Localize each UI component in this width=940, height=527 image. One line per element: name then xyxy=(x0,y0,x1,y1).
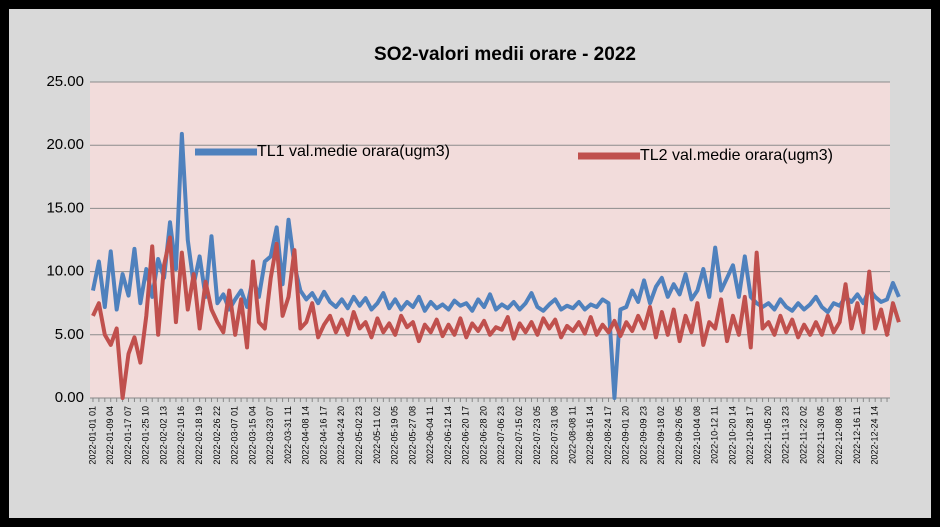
x-tick-label: 2022-04-24 20 xyxy=(336,406,346,465)
x-tick-label: 2022-09-09 23 xyxy=(638,406,648,465)
x-tick-label: 2022-03-23 07 xyxy=(265,406,275,465)
y-tick-label: 5.00 xyxy=(55,326,84,343)
x-tick-label: 2022-10-20 14 xyxy=(727,406,737,465)
x-tick-label: 2022-05-19 05 xyxy=(390,406,400,465)
x-tick-label: 2022-04-08 14 xyxy=(301,406,311,465)
x-tick-label: 2022-09-01 20 xyxy=(621,406,631,465)
x-tick-label: 2022-02-26 22 xyxy=(212,406,222,465)
chart-title: SO2-valori medii orare - 2022 xyxy=(374,44,636,65)
x-tick-label: 2022-02-18 19 xyxy=(194,406,204,465)
x-tick-label: 2022-06-12 14 xyxy=(443,406,453,465)
y-tick-label: 15.00 xyxy=(46,199,84,216)
x-tick-label: 2022-11-13 23 xyxy=(781,406,791,464)
legend-label: TL1 val.medie orara(ugm3) xyxy=(257,143,450,160)
x-tick-label: 2022-12-08 08 xyxy=(834,406,844,465)
x-tick-label: 2022-05-02 23 xyxy=(354,406,364,465)
x-tick-label: 2022-03-31 11 xyxy=(283,406,293,464)
x-tick-label: 2022-01-25 10 xyxy=(141,406,151,465)
series-line xyxy=(91,235,901,400)
x-tick-label: 2022-09-18 02 xyxy=(656,406,666,465)
x-tick-label: 2022-01-09 04 xyxy=(105,406,115,465)
x-tick-label: 2022-07-31 08 xyxy=(550,406,560,465)
y-tick-label: 10.00 xyxy=(46,263,84,280)
x-tick-label: 2022-06-28 20 xyxy=(478,406,488,465)
x-tick-label: 2022-10-12 11 xyxy=(710,406,720,464)
x-tick-label: 2022-10-04 08 xyxy=(692,406,702,465)
x-tick-label: 2022-07-23 05 xyxy=(532,406,542,465)
x-tick-label: 2022-04-16 17 xyxy=(318,406,328,465)
x-tick-label: 2022-07-06 23 xyxy=(496,406,506,465)
x-tick-label: 2022-08-16 14 xyxy=(585,406,595,465)
x-tick-label: 2022-03-15 04 xyxy=(247,406,257,465)
legend-label: TL2 val.medie orara(ugm3) xyxy=(640,147,833,164)
x-tick-label: 2022-07-15 02 xyxy=(514,406,524,465)
x-tick-label: 2022-12-24 14 xyxy=(870,406,880,465)
y-tick-label: 0.00 xyxy=(55,389,84,406)
x-tick-label: 2022-10-28 17 xyxy=(745,406,755,465)
x-tick-label: 2022-11-22 02 xyxy=(798,406,808,464)
x-tick-label: 2022-06-20 17 xyxy=(461,406,471,465)
x-tick-label: 2022-05-27 08 xyxy=(407,406,417,465)
y-tick-label: 20.00 xyxy=(46,136,84,153)
y-tick-label: 25.00 xyxy=(46,73,84,90)
x-tick-label: 2022-12-16 11 xyxy=(852,406,862,464)
x-tick-label: 2022-02-10 16 xyxy=(176,406,186,465)
x-tick-label: 2022-01-17 07 xyxy=(123,406,133,465)
x-tick-label: 2022-08-24 17 xyxy=(603,406,613,465)
x-tick-label: 2022-06-04 11 xyxy=(425,406,435,464)
x-tick-label: 2022-11-05 20 xyxy=(763,406,773,464)
x-tick-label: 2022-05-11 02 xyxy=(372,406,382,464)
x-tick-label: 2022-02-02 13 xyxy=(158,406,168,465)
x-tick-label: 2022-08-08 11 xyxy=(567,406,577,464)
x-tick-label: 2022-11-30 05 xyxy=(816,406,826,464)
x-tick-label: 2022-01-01 01 xyxy=(87,406,97,465)
plot-area xyxy=(90,82,890,398)
x-tick-label: 2022-09-26 05 xyxy=(674,406,684,465)
x-tick-label: 2022-03-07 01 xyxy=(230,406,240,465)
